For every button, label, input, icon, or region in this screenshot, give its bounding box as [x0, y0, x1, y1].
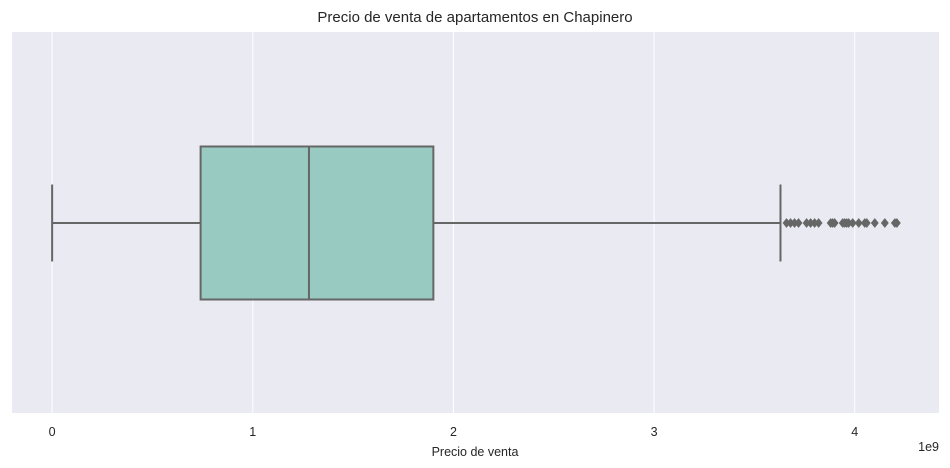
- outlier-point: [892, 217, 901, 229]
- x-tick-label: 3: [651, 425, 658, 439]
- interquartile-box: [199, 145, 435, 301]
- x-axis-offset-label: 1e9: [918, 440, 939, 454]
- chart-title: Precio de venta de apartamentos en Chapi…: [317, 9, 632, 26]
- outlier-point: [830, 217, 839, 229]
- outlier-point: [854, 217, 863, 229]
- x-axis-label: Precio de venta: [432, 445, 519, 459]
- outlier-point: [794, 217, 803, 229]
- x-tick-label: 2: [450, 425, 457, 439]
- outlier-point: [862, 217, 871, 229]
- outlier-point: [880, 217, 889, 229]
- outlier-point: [814, 217, 823, 229]
- x-tick-label: 1: [249, 425, 256, 439]
- outlier-point: [848, 217, 857, 229]
- box-series: [51, 145, 901, 301]
- x-tick-label: 0: [49, 425, 56, 439]
- outlier-point: [870, 217, 879, 229]
- x-tick-label: 4: [851, 425, 858, 439]
- x-axis-ticks: 0 1 2 3 4: [49, 425, 859, 439]
